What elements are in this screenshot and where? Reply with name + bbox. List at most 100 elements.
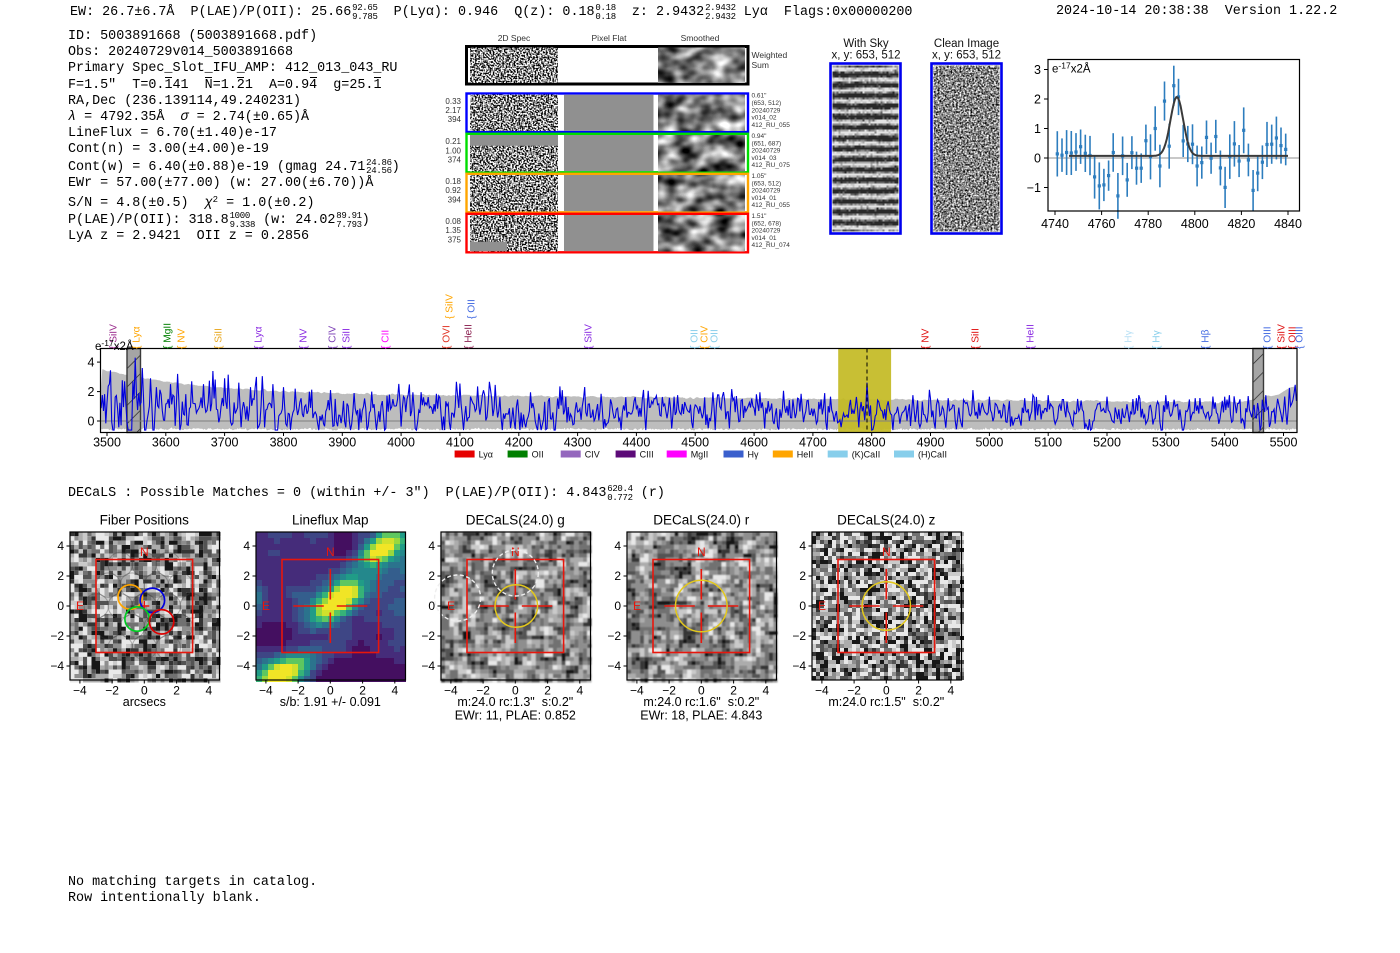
svg-text:4: 4 xyxy=(428,539,435,553)
svg-text:5100: 5100 xyxy=(1034,436,1062,450)
svg-text:20240729: 20240729 xyxy=(752,188,781,195)
svg-text:x, y: 653, 512: x, y: 653, 512 xyxy=(831,50,900,62)
svg-text:4200: 4200 xyxy=(505,436,533,450)
svg-text:3: 3 xyxy=(1034,63,1041,77)
svg-text:−4: −4 xyxy=(421,659,435,673)
svg-text:2: 2 xyxy=(614,569,621,583)
svg-text:{ OII: { OII xyxy=(467,299,478,319)
svg-text:MgII: MgII xyxy=(691,450,709,460)
svg-text:{ CII: { CII xyxy=(381,330,392,349)
svg-text:0: 0 xyxy=(140,684,147,698)
svg-text:412_RU_074: 412_RU_074 xyxy=(752,242,791,249)
svg-text:{ SiIV: { SiIV xyxy=(445,294,456,319)
svg-text:{ OII: { OII xyxy=(710,329,721,349)
svg-text:{ SiIV: { SiIV xyxy=(1277,324,1288,349)
svg-text:−4: −4 xyxy=(607,659,621,673)
svg-text:4: 4 xyxy=(57,539,64,553)
svg-text:{ CIV: { CIV xyxy=(328,326,339,349)
svg-text:5300: 5300 xyxy=(1152,436,1180,450)
svg-text:−2: −2 xyxy=(476,684,490,698)
svg-text:Smoothed: Smoothed xyxy=(681,33,720,43)
svg-text:N: N xyxy=(696,545,705,559)
svg-text:m:24.0 rc:1.6" s:0.2": m:24.0 rc:1.6" s:0.2" xyxy=(643,695,759,709)
svg-text:0: 0 xyxy=(428,599,435,613)
svg-text:0.18: 0.18 xyxy=(445,177,461,186)
svg-text:−4: −4 xyxy=(73,684,87,698)
svg-text:4: 4 xyxy=(947,684,954,698)
svg-text:With Sky: With Sky xyxy=(843,38,889,50)
svg-text:412_RU_055: 412_RU_055 xyxy=(752,122,791,129)
svg-text:4400: 4400 xyxy=(622,436,650,450)
svg-text:m:24.0 rc:1.3" s:0.2": m:24.0 rc:1.3" s:0.2" xyxy=(457,695,573,709)
svg-text:Pixel Flat: Pixel Flat xyxy=(592,33,628,43)
svg-text:0: 0 xyxy=(57,599,64,613)
svg-text:4: 4 xyxy=(88,356,95,370)
svg-text:3600: 3600 xyxy=(152,436,180,450)
svg-text:3800: 3800 xyxy=(270,436,298,450)
svg-text:E: E xyxy=(632,599,640,613)
svg-text:N: N xyxy=(511,545,520,559)
svg-text:4800: 4800 xyxy=(1181,217,1209,231)
svg-text:N: N xyxy=(882,545,891,559)
svg-text:0: 0 xyxy=(697,684,704,698)
svg-text:{ NV: { NV xyxy=(921,328,932,349)
svg-text:4300: 4300 xyxy=(564,436,592,450)
svg-text:412_RU_055: 412_RU_055 xyxy=(752,202,791,209)
svg-text:(653, 512): (653, 512) xyxy=(752,100,782,107)
svg-text:4840: 4840 xyxy=(1274,217,1302,231)
svg-text:{ SiIV: { SiIV xyxy=(584,324,595,349)
svg-text:1: 1 xyxy=(1034,122,1041,136)
svg-text:{ OIII: { OIII xyxy=(1288,326,1299,349)
svg-text:{ SiII: { SiII xyxy=(342,328,353,349)
svg-text:1.00: 1.00 xyxy=(445,146,461,155)
svg-text:−4: −4 xyxy=(630,684,644,698)
svg-text:2: 2 xyxy=(544,684,551,698)
svg-text:0: 0 xyxy=(799,599,806,613)
svg-text:x, y: 653, 512: x, y: 653, 512 xyxy=(932,50,1001,62)
svg-text:4: 4 xyxy=(205,684,212,698)
svg-text:4: 4 xyxy=(762,684,769,698)
svg-text:4: 4 xyxy=(391,684,398,698)
svg-text:20240729: 20240729 xyxy=(752,228,781,235)
svg-text:0.21: 0.21 xyxy=(445,137,461,146)
svg-text:e-17x2Å: e-17x2Å xyxy=(1052,61,1091,76)
svg-text:20240729: 20240729 xyxy=(752,107,781,114)
svg-text:4780: 4780 xyxy=(1134,217,1162,231)
svg-text:2.17: 2.17 xyxy=(445,106,461,115)
svg-text:2: 2 xyxy=(57,569,64,583)
svg-text:E: E xyxy=(447,599,455,613)
svg-text:374: 374 xyxy=(448,156,462,165)
svg-text:{ SiII: { SiII xyxy=(214,328,225,349)
svg-text:−2: −2 xyxy=(662,684,676,698)
svg-text:0.94": 0.94" xyxy=(752,133,768,140)
svg-text:{ MgII: { MgII xyxy=(163,323,174,349)
svg-text:v014_03: v014_03 xyxy=(752,155,777,162)
svg-text:4100: 4100 xyxy=(446,436,474,450)
svg-text:2: 2 xyxy=(428,569,435,583)
svg-text:375: 375 xyxy=(448,236,462,245)
svg-text:{ CIV: { CIV xyxy=(700,326,711,349)
svg-text:4800: 4800 xyxy=(858,436,886,450)
svg-text:(K)CaII: (K)CaII xyxy=(852,450,881,460)
svg-text:(651, 687): (651, 687) xyxy=(752,140,782,147)
svg-text:Fiber Positions: Fiber Positions xyxy=(99,513,189,528)
svg-text:4900: 4900 xyxy=(917,436,945,450)
svg-text:DECaLS(24.0) r: DECaLS(24.0) r xyxy=(653,513,750,528)
svg-text:4820: 4820 xyxy=(1227,217,1255,231)
svg-text:CIII: CIII xyxy=(640,450,654,460)
svg-text:1.51": 1.51" xyxy=(752,213,768,220)
svg-text:0: 0 xyxy=(88,414,95,428)
svg-text:412_RU_075: 412_RU_075 xyxy=(752,162,791,169)
svg-text:{ OIII: { OIII xyxy=(1263,326,1274,349)
svg-text:(H)CaII: (H)CaII xyxy=(918,450,947,460)
svg-text:5500: 5500 xyxy=(1270,436,1298,450)
svg-text:3500: 3500 xyxy=(93,436,121,450)
svg-text:0.92: 0.92 xyxy=(445,186,461,195)
svg-text:s/b: 1.91 +/- 0.091: s/b: 1.91 +/- 0.091 xyxy=(279,695,380,709)
svg-text:2: 2 xyxy=(799,569,806,583)
svg-text:4: 4 xyxy=(799,539,806,553)
svg-text:4700: 4700 xyxy=(799,436,827,450)
svg-text:4: 4 xyxy=(243,539,250,553)
svg-text:−4: −4 xyxy=(236,659,250,673)
svg-text:HeII: HeII xyxy=(797,450,814,460)
